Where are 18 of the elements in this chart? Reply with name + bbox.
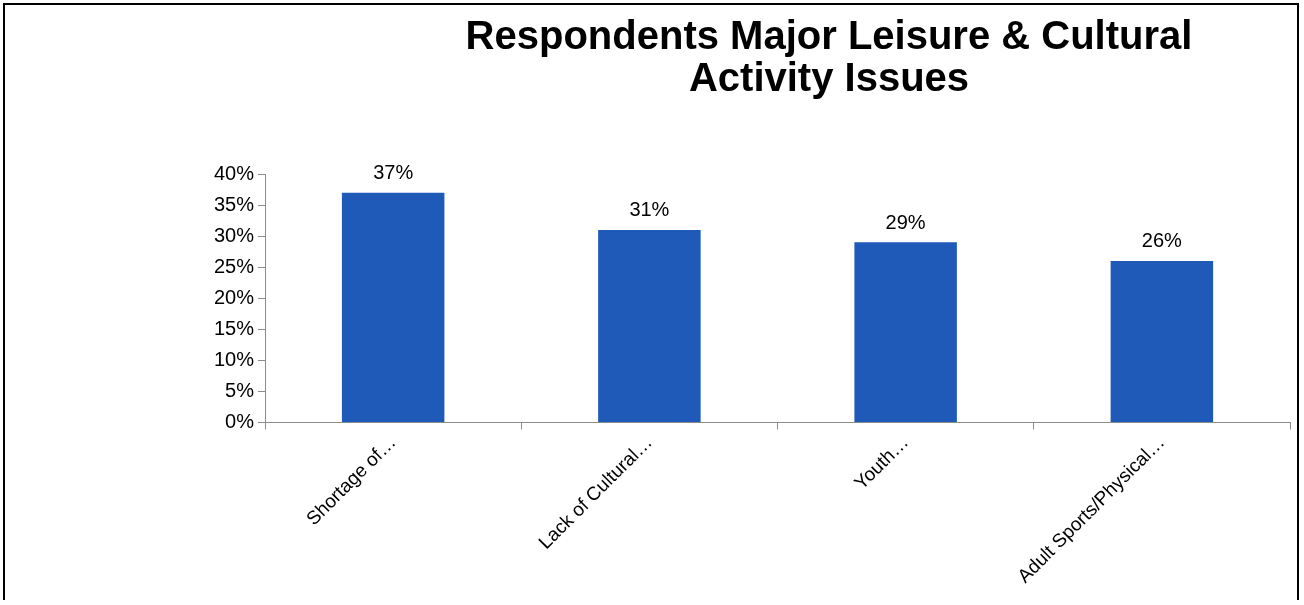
bar xyxy=(341,192,445,422)
bar xyxy=(854,242,957,422)
y-tick-label: 40% xyxy=(214,161,255,184)
bar xyxy=(598,229,701,422)
data-label: 37% xyxy=(373,161,414,184)
y-tick-label: 5% xyxy=(225,378,255,401)
bar xyxy=(1110,260,1214,422)
y-tick-label: 15% xyxy=(214,316,255,339)
y-tick-label: 25% xyxy=(214,254,255,277)
data-label: 26% xyxy=(1141,229,1183,252)
data-label: 31% xyxy=(629,198,670,221)
y-tick-label: 30% xyxy=(214,223,255,246)
y-tick-label: 10% xyxy=(214,347,255,370)
data-label: 29% xyxy=(885,210,926,233)
y-tick-label: 20% xyxy=(214,285,255,308)
chart-title: Respondents Major Leisure & Cultural Activity Issues xyxy=(464,13,1194,99)
y-tick-label: 35% xyxy=(214,192,255,215)
y-tick-label: 0% xyxy=(225,410,255,433)
